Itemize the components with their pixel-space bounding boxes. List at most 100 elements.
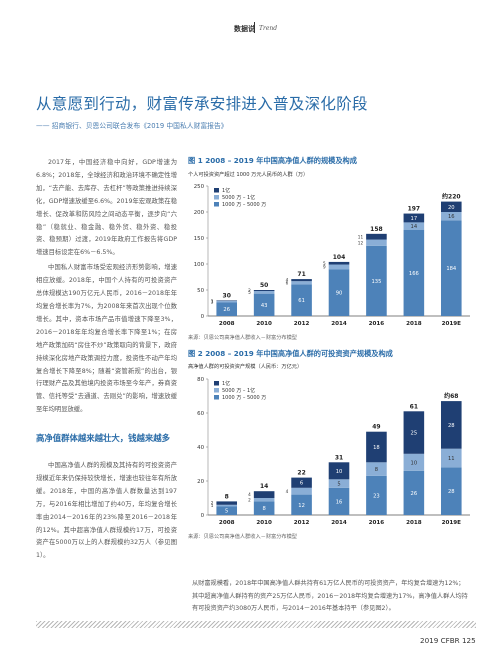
bar-total-label: 104 [333, 254, 346, 261]
bar-value-label: 5 [225, 509, 228, 515]
bar-segment [291, 279, 312, 282]
bar-value-label: 17 [411, 216, 418, 222]
y-tick-label: 80 [197, 377, 204, 383]
x-tick-label: 2010 [256, 520, 272, 526]
x-tick-label: 2016 [369, 321, 385, 327]
bar-segment [291, 487, 312, 495]
bar-segment [403, 222, 425, 230]
legend-swatch [214, 395, 219, 400]
bar-segment [253, 293, 275, 316]
bar-value-label: 6 [300, 481, 303, 487]
bar-value-label: 1 [211, 503, 214, 508]
bar-segment [440, 212, 462, 221]
bar-value-label: 20 [448, 205, 455, 211]
x-tick-label: 2018 [406, 520, 422, 526]
section-paragraph: 中国高净值人群的规模及其持有的可投资资产规模近年来仍保持较快增长，增速也较往年有… [36, 462, 177, 560]
article-title: 从意愿到行动，财富传承安排进入普及深化阶段 [36, 95, 368, 113]
bar-segment [216, 300, 238, 301]
bar-segment [366, 475, 387, 515]
legend-label: 1亿 [222, 380, 230, 387]
bar-value-label: 166 [409, 271, 419, 277]
bar-segment [403, 453, 425, 471]
bar-value-label: 8 [262, 506, 265, 512]
bar-value-label: 2 [248, 288, 251, 293]
y-tick-label: 50 [197, 288, 204, 294]
bar-segment [440, 201, 462, 212]
bar-segment [328, 269, 350, 316]
bar-total-label: 61 [410, 403, 418, 410]
figure1-title: 图 1 2008 – 2019 年中国高净值人群的规模及构成 [188, 156, 357, 165]
legend-swatch [214, 188, 219, 193]
bar-segment [440, 401, 462, 449]
bar-value-label: 5 [323, 261, 326, 266]
page-number: 2019 CFBR 125 [420, 636, 476, 645]
bar-value-label: 2 [248, 497, 251, 502]
bar-value-label: 5 [337, 482, 340, 488]
bar-value-label: 1 [211, 298, 214, 303]
bar-segment [440, 448, 462, 468]
bar-total-label: 14 [260, 483, 268, 490]
bar-segment [366, 431, 387, 463]
bar-value-label: 61 [298, 298, 305, 304]
x-tick-label: 2018 [406, 321, 422, 327]
bar-segment [403, 470, 425, 515]
bar-segment [403, 229, 425, 316]
x-tick-label: 2019E [442, 321, 462, 327]
section-heading: 高净值群体越来越壮大，钱越来越多 [36, 433, 170, 443]
bar-value-label: 10 [411, 460, 418, 466]
legend-label: 5000 万 – 1亿 [222, 194, 255, 201]
figure1-source: 来源：贝恩公司高净值人群收入－财富分布模型 [188, 335, 297, 341]
bar-segment [253, 290, 275, 292]
bar-segment [403, 411, 425, 454]
bar-segment [403, 213, 425, 223]
bar-value-label: 2 [211, 501, 214, 506]
bar-segment [366, 239, 387, 246]
article-subtitle: —— 招商银行、贝恩公司联合发布《2019 中国私人财富报告》 [36, 122, 228, 130]
legend-label: 1000 万 – 5000 万 [222, 395, 266, 401]
bar-value-label: 16 [336, 499, 343, 505]
bar-segment [440, 220, 462, 316]
y-tick-label: 250 [194, 184, 205, 190]
legend-swatch [214, 388, 219, 393]
x-tick-label: 2016 [369, 520, 385, 526]
bar-segment [253, 501, 275, 515]
y-tick-label: 40 [197, 445, 204, 451]
legend-label: 1亿 [222, 187, 230, 194]
bar-value-label: 14 [411, 224, 418, 230]
bar-value-label: 28 [448, 489, 455, 495]
bar-value-label: 16 [448, 214, 455, 220]
bar-value-label: 135 [371, 279, 381, 285]
bar-value-label: 5 [248, 290, 251, 295]
bar-total-label: 约220 [442, 193, 461, 201]
y-tick-label: 100 [194, 262, 205, 268]
bar-value-label: 12 [358, 240, 364, 245]
bar-segment [216, 506, 238, 515]
bar-total-label: 22 [297, 470, 305, 477]
bar-segment [216, 504, 238, 507]
bar-total-label: 158 [370, 226, 383, 233]
body-text-column: 2017年，中国经济稳中向好，GDP增速为6.8%；2018年，全球经济和政治环… [36, 157, 177, 417]
y-tick-label: 150 [194, 236, 205, 242]
y-tick-label: 0 [201, 314, 205, 320]
legend-label: 5000 万 – 1亿 [222, 387, 255, 394]
bar-value-label: 18 [373, 445, 380, 451]
bar-segment [366, 245, 387, 316]
bar-segment [216, 300, 238, 303]
figure2-chart: 0204060805128200882414201012462220121651… [197, 377, 470, 526]
bar-segment [253, 491, 275, 498]
figure1-axis-label: 个人可投资资产超过 1000 万元人民币的人群（万） [188, 172, 309, 178]
section-text: 中国高净值人群的规模及其持有的可投资资产规模近年来仍保持较快增长，增速也较往年有… [36, 460, 177, 563]
y-tick-label: 0 [201, 513, 205, 519]
bar-segment [328, 264, 350, 270]
bar-value-label: 10 [336, 469, 343, 475]
section-label-en: Trend [259, 25, 278, 32]
bar-total-label: 49 [372, 424, 380, 431]
bar-segment [328, 462, 350, 480]
bar-value-label: 25 [411, 431, 418, 437]
x-tick-label: 2010 [256, 321, 272, 327]
bar-segment [366, 462, 387, 476]
bar-value-label: 4 [286, 489, 289, 494]
bar-total-label: 31 [335, 454, 343, 461]
x-tick-label: 2012 [294, 520, 310, 526]
bar-value-label: 23 [373, 493, 380, 499]
